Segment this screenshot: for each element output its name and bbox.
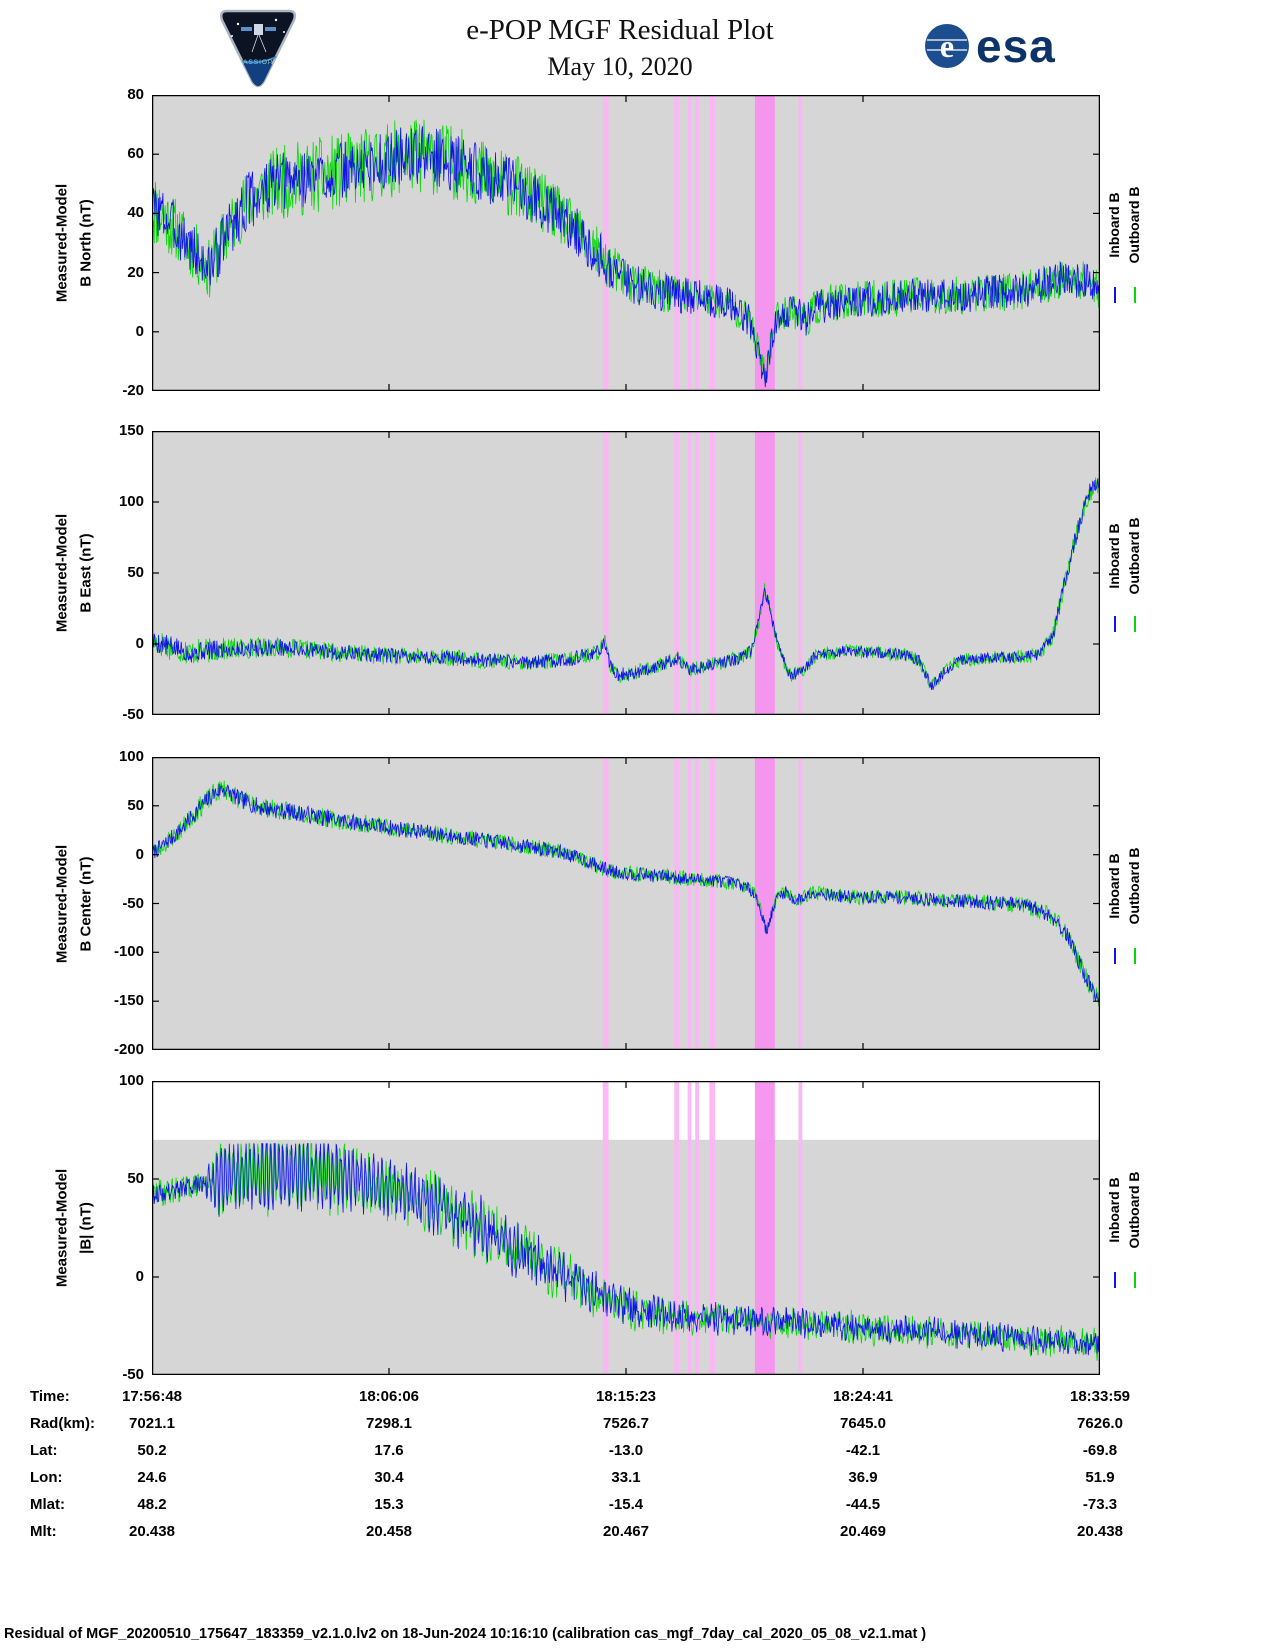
table-cell: -44.5 bbox=[845, 1496, 881, 1513]
legend-inboard-label: Inboard B bbox=[1106, 853, 1122, 919]
table-cell: 20.438 bbox=[129, 1523, 175, 1540]
panel-b-north: Measured-Model B North (nT) Inboard B Ou… bbox=[0, 86, 1275, 399]
legend-line-samples bbox=[1114, 615, 1136, 632]
patch-name-text: CASSIOPE bbox=[237, 59, 278, 66]
table-cell: 18:15:23 bbox=[595, 1388, 657, 1405]
table-cell: 48.2 bbox=[137, 1496, 167, 1513]
table-cell: 7298.1 bbox=[366, 1415, 412, 1432]
inboard-b-series bbox=[152, 1143, 1100, 1356]
table-cell: -15.4 bbox=[608, 1496, 644, 1513]
b-magnitude-plot bbox=[152, 1081, 1100, 1375]
y-tick-label: -150 bbox=[113, 992, 144, 1010]
legend-outboard-label: Outboard B bbox=[1126, 847, 1142, 925]
table-row-label: Rad(km): bbox=[30, 1415, 96, 1432]
inboard-b-series bbox=[152, 478, 1100, 690]
y-tick-label: 80 bbox=[127, 86, 144, 103]
table-cell: -73.3 bbox=[1082, 1496, 1118, 1513]
table-cell: -42.1 bbox=[845, 1442, 881, 1459]
table-row-label: Lat: bbox=[30, 1442, 58, 1459]
table-cell: 20.458 bbox=[366, 1523, 412, 1540]
y-tick-label: 100 bbox=[118, 493, 144, 510]
y-tick-label: 0 bbox=[135, 1268, 144, 1285]
table-row-label: Lon: bbox=[30, 1469, 63, 1486]
legend-line-samples bbox=[1114, 287, 1136, 304]
y-tick-label: 150 bbox=[118, 422, 144, 439]
y-tick-label: 100 bbox=[118, 748, 144, 765]
legend-inboard-label: Inboard B bbox=[1106, 1177, 1122, 1244]
b-east-plot bbox=[152, 431, 1100, 715]
table-row-label: Time: bbox=[30, 1388, 70, 1405]
legend-outboard-label: Outboard B bbox=[1126, 517, 1142, 595]
cassiope-patch-logo: CASSIOPE bbox=[219, 9, 297, 88]
panel-b-east: Measured-Model B East (nT) Inboard B Out… bbox=[0, 422, 1275, 723]
table-cell: 18:33:59 bbox=[1069, 1388, 1131, 1405]
y-tick-label: 0 bbox=[135, 845, 144, 863]
b-mag-ylabel-line2: |B| (nT) bbox=[77, 1202, 95, 1254]
patch-satellite bbox=[254, 24, 263, 35]
esa-wordmark: esa bbox=[976, 20, 1056, 72]
table-cell: 18:24:41 bbox=[832, 1388, 894, 1405]
b-center-plot bbox=[152, 757, 1100, 1050]
table-row-label: Mlat: bbox=[30, 1496, 65, 1513]
legend-line-samples bbox=[1114, 1272, 1136, 1289]
table-cell: 17.6 bbox=[374, 1442, 404, 1459]
chart-title: e-POP MGF Residual Plot bbox=[466, 14, 774, 46]
table-cell: 36.9 bbox=[848, 1469, 878, 1486]
inboard-b-series bbox=[152, 784, 1100, 1010]
table-cell: 20.469 bbox=[840, 1523, 886, 1540]
legend-inboard-label: Inboard B bbox=[1106, 192, 1122, 258]
table-cell: -69.8 bbox=[1082, 1442, 1118, 1459]
y-tick-label: -50 bbox=[122, 1366, 144, 1383]
esa-globe-icon bbox=[925, 24, 969, 68]
table-cell: 15.3 bbox=[374, 1496, 404, 1513]
y-tick-label: -20 bbox=[122, 382, 144, 399]
table-cell: 7021.1 bbox=[129, 1415, 175, 1432]
inboard-b-series bbox=[152, 126, 1100, 388]
table-cell: 20.467 bbox=[603, 1523, 649, 1540]
y-tick-label: 60 bbox=[127, 145, 144, 163]
table-cell: 7645.0 bbox=[840, 1415, 886, 1432]
table-cell: 50.2 bbox=[137, 1442, 167, 1459]
legend-outboard-label: Outboard B bbox=[1126, 186, 1142, 264]
y-tick-label: 50 bbox=[127, 564, 144, 581]
y-tick-label: 40 bbox=[127, 204, 144, 222]
panel-b-center: Measured-Model B Center (nT) Inboard B O… bbox=[0, 748, 1275, 1058]
y-tick-label: -200 bbox=[113, 1041, 144, 1058]
legend-line-samples bbox=[1114, 947, 1136, 964]
y-tick-label: 20 bbox=[127, 263, 144, 281]
y-tick-label: -100 bbox=[113, 943, 144, 961]
y-tick-label: 50 bbox=[127, 1170, 144, 1187]
y-tick-label: 0 bbox=[135, 635, 144, 652]
b-north-ylabel-line1: Measured-Model bbox=[53, 183, 71, 303]
table-row-label: Mlt: bbox=[30, 1523, 57, 1540]
table-cell: 7626.0 bbox=[1077, 1415, 1123, 1432]
table-cell: 18:06:06 bbox=[358, 1388, 420, 1405]
b-north-plot bbox=[152, 95, 1100, 391]
table-cell: 51.9 bbox=[1085, 1469, 1115, 1486]
table-cell: 17:56:48 bbox=[121, 1388, 183, 1405]
footer-calibration-text: Residual of MGF_20200510_175647_183359_v… bbox=[4, 1626, 927, 1642]
y-tick-label: 50 bbox=[127, 796, 144, 814]
legend-inboard-label: Inboard B bbox=[1106, 523, 1122, 589]
esa-logo: e esa bbox=[925, 20, 1056, 72]
outboard-b-series bbox=[152, 780, 1100, 1007]
table-cell: 33.1 bbox=[611, 1469, 641, 1486]
y-tick-label: -50 bbox=[122, 894, 144, 912]
y-tick-label: 100 bbox=[118, 1072, 144, 1089]
panel-b-magnitude: Measured-Model |B| (nT) Inboard B Outboa… bbox=[0, 1072, 1275, 1383]
svg-text:e: e bbox=[940, 28, 954, 64]
legend-outboard-label: Outboard B bbox=[1126, 1171, 1142, 1249]
table-cell: -13.0 bbox=[608, 1442, 644, 1459]
y-tick-label: 0 bbox=[135, 322, 144, 340]
chart-date: May 10, 2020 bbox=[547, 52, 693, 81]
table-cell: 7526.7 bbox=[603, 1415, 649, 1432]
table-cell: 24.6 bbox=[137, 1469, 167, 1486]
table-cell: 20.438 bbox=[1077, 1523, 1123, 1540]
y-tick-label: -50 bbox=[122, 706, 144, 723]
table-cell: 30.4 bbox=[374, 1469, 404, 1486]
